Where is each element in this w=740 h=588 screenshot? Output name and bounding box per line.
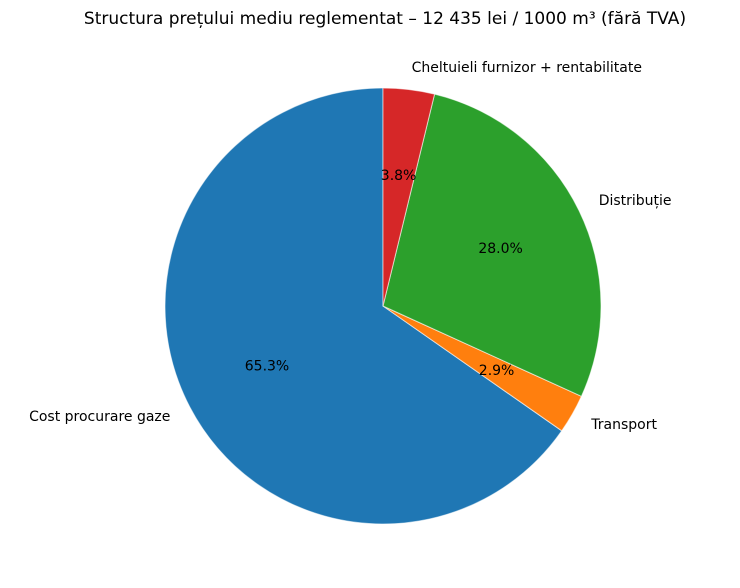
slice-pct-label-2: 28.0% — [478, 241, 522, 257]
pie-slice-2 — [382, 93, 602, 397]
slice-label-2: Distribuție — [599, 193, 672, 209]
pie-slice-3 — [382, 87, 436, 307]
slice-label-1: Transport — [590, 417, 657, 433]
pie-slice-0 — [164, 87, 563, 525]
slice-pct-label-3: 3.8% — [381, 168, 417, 184]
slice-pct-label-0: 65.3% — [245, 359, 289, 375]
slice-pct-label-1: 2.9% — [479, 363, 515, 379]
slice-label-0: Cost procurare gaze — [29, 409, 170, 425]
slice-label-3: Cheltuieli furnizor + rentabilitate — [412, 60, 642, 76]
chart-title: Structura prețului mediu reglementat – 1… — [83, 9, 687, 29]
